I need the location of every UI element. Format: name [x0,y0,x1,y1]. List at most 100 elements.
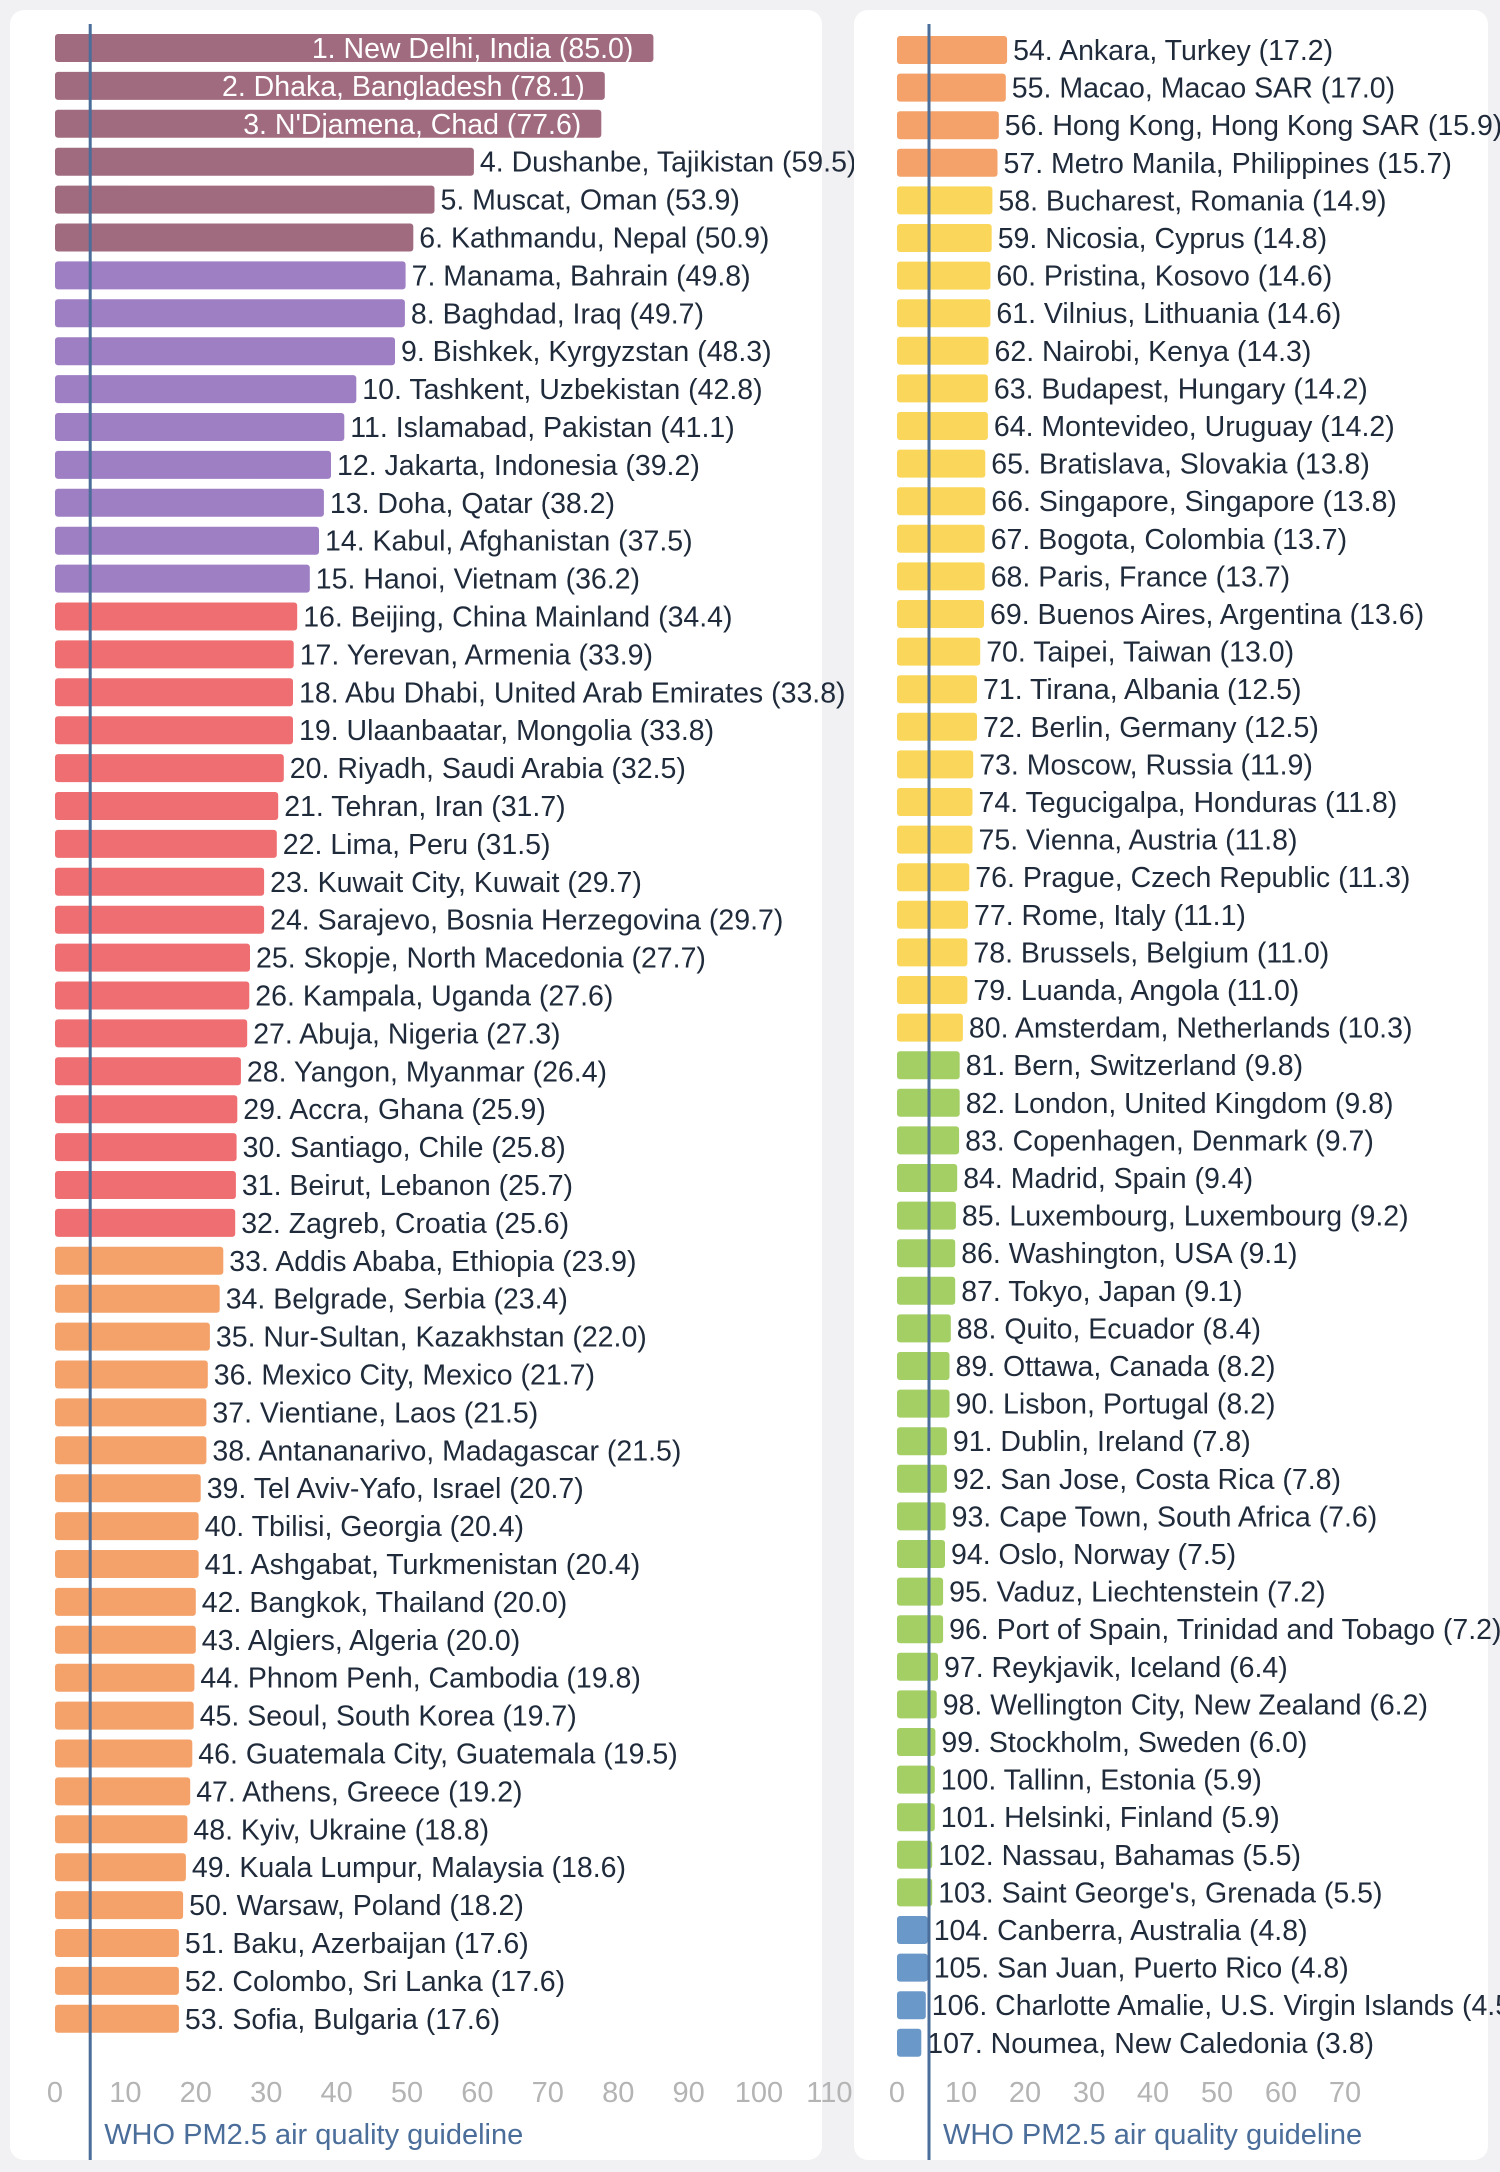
bar-label: 100. Tallinn, Estonia (5.9) [941,1765,1262,1797]
bar-label: 38. Antananarivo, Madagascar (21.5) [212,1435,681,1467]
bar-label: 83. Copenhagen, Denmark (9.7) [965,1125,1374,1157]
bar [55,1512,199,1541]
bar [897,1840,933,1869]
bar [55,109,602,138]
bar-label: 62. Nairobi, Kenya (14.3) [995,336,1312,368]
bar [897,1803,935,1832]
bar [897,1164,958,1192]
bar [55,1853,186,1882]
bar-label: 21. Tehran, Iran (31.7) [284,791,565,823]
bar [55,1360,208,1389]
bar [897,1652,938,1681]
bar-label: 8. Baghdad, Iraq (49.7) [411,298,704,330]
x-tick-label: 40 [320,2077,352,2109]
bar-label: 104. Canberra, Australia (4.8) [934,1915,1308,1947]
bar [55,299,405,328]
bar [55,185,435,214]
bar-label: 26. Kampala, Uganda (27.6) [255,981,613,1013]
bar-label: 91. Dublin, Ireland (7.8) [953,1426,1251,1458]
x-tick-label: 30 [1073,2077,1105,2109]
bar [55,754,284,783]
x-tick-label: 0 [889,2077,905,2109]
bar-label: 12. Jakarta, Indonesia (39.2) [337,450,700,482]
bar-label: 95. Vaduz, Liechtenstein (7.2) [949,1577,1326,1609]
bar [897,1314,951,1343]
bar-label: 70. Taipei, Taiwan (13.0) [986,637,1294,669]
bar [55,602,298,631]
bar [55,261,406,290]
bar [897,374,988,403]
bar [55,413,345,441]
bar [897,412,988,440]
bar [55,1929,179,1957]
x-tick-label: 70 [1329,2077,1361,2109]
bar-label: 14. Kabul, Afghanistan (37.5) [325,526,693,558]
x-tick-label: 70 [532,2077,564,2109]
bar-label: 63. Budapest, Hungary (14.2) [994,373,1368,405]
bar-label: 32. Zagreb, Croatia (25.6) [241,1208,569,1240]
bar [897,111,999,140]
bar [55,1891,184,1920]
x-tick-label: 20 [180,2077,212,2109]
bar-label: 36. Mexico City, Mexico (21.7) [214,1360,595,1392]
x-tick-label: 50 [1201,2077,1233,2109]
bar-label: 105. San Juan, Puerto Rico (4.8) [934,1953,1349,1985]
bar [55,488,324,517]
bar-label: 82. London, United Kingdom (9.8) [966,1088,1394,1120]
bar-label: 99. Stockholm, Sweden (6.0) [941,1727,1307,1759]
bar-label: 41. Ashgabat, Turkmenistan (20.4) [205,1549,641,1581]
bar-label: 17. Yerevan, Armenia (33.9) [300,639,653,671]
bar [55,223,414,252]
bar [897,675,977,704]
bar-label: 56. Hong Kong, Hong Kong SAR (15.9) [1005,110,1500,142]
bar [55,678,293,707]
bar [897,1577,944,1606]
bar-label: 77. Rome, Italy (11.1) [974,900,1246,932]
bar-label: 84. Madrid, Spain (9.4) [963,1163,1253,1195]
bar-label: 58. Bucharest, Romania (14.9) [998,185,1386,217]
bar-label: 71. Tirana, Albania (12.5) [983,674,1301,706]
bar-label: 43. Algiers, Algeria (20.0) [202,1625,520,1657]
bar-label: 27. Abuja, Nigeria (27.3) [253,1018,560,1050]
bar [897,261,991,290]
x-tick-label: 80 [602,2077,634,2109]
bar-label: 6. Kathmandu, Nepal (50.9) [419,223,769,255]
bar-label: 76. Prague, Czech Republic (11.3) [975,862,1410,894]
bar [897,562,985,591]
bar-label: 79. Luanda, Angola (11.0) [973,975,1299,1007]
bar [55,1208,236,1237]
bar-label: 55. Macao, Macao SAR (17.0) [1012,73,1395,105]
x-tick-label: 50 [391,2077,423,2109]
bar-label: 87. Tokyo, Japan (9.1) [961,1276,1242,1308]
bar [55,1133,237,1162]
bar [897,336,989,365]
bar-label: 96. Port of Spain, Trinidad and Tobago (… [949,1614,1500,1646]
bar [55,147,474,176]
bar-label: 16. Beijing, China Mainland (34.4) [303,602,732,634]
bar [55,1398,207,1427]
bar [897,1953,928,1982]
bar-label: 54. Ankara, Turkey (17.2) [1013,35,1333,67]
bar [897,1502,946,1531]
bar [55,1246,224,1275]
bar [55,1171,236,1199]
bar-chart-left: 1. New Delhi, India (85.0) 2. Dhaka, Bang… [47,24,856,2160]
bar-label: 20. Riyadh, Saudi Arabia (32.5) [290,753,686,785]
bar-label: 59. Nicosia, Cyprus (14.8) [998,223,1327,255]
x-tick-label: 20 [1009,2077,1041,2109]
bar-label: 19. Ulaanbaatar, Mongolia (33.8) [299,715,714,747]
bar-label: 86. Washington, USA (9.1) [961,1238,1297,1270]
bar [897,449,986,478]
who-guideline-label: WHO PM2.5 air quality guideline [943,2119,1362,2151]
bar-label: 61. Vilnius, Lithuania (14.6) [996,298,1341,330]
bar-label: 5. Muscat, Oman (53.9) [441,185,740,217]
bar [55,867,265,896]
bar-label: 69. Buenos Aires, Argentina (13.6) [990,599,1424,631]
bar-label: 98. Wellington City, New Zealand (6.2) [943,1689,1428,1721]
bar [897,1878,933,1907]
bar-label: 101. Helsinki, Finland (5.9) [941,1802,1280,1834]
bar-label: 37. Vientiane, Laos (21.5) [212,1397,538,1429]
bar [55,640,294,669]
bar-label: 3. N'Djamena, Chad (77.6) [243,109,581,141]
